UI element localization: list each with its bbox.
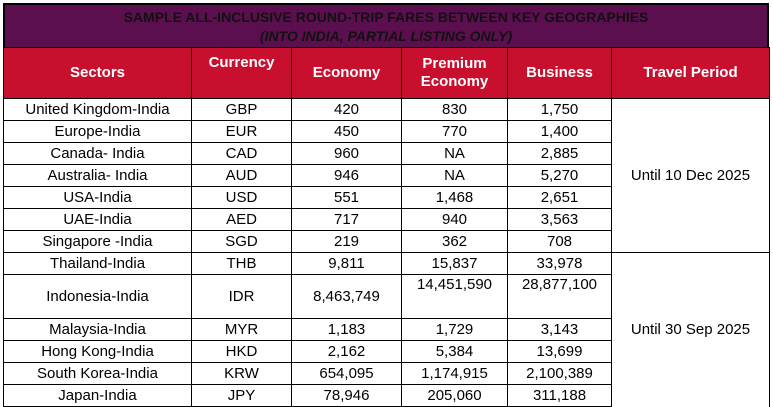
cell-economy: 551	[291, 186, 402, 209]
cell-business: 33,978	[507, 252, 612, 275]
cell-sector: Hong Kong-India	[3, 340, 192, 363]
cell-economy: 717	[291, 208, 402, 231]
cell-sector: Canada- India	[3, 142, 192, 165]
cell-sector: Japan-India	[3, 384, 192, 407]
cell-premium: 14,451,590	[401, 274, 508, 319]
cell-premium: 15,837	[401, 252, 508, 275]
fares-table: Sectors Currency Economy Premium Economy…	[3, 47, 770, 407]
cell-economy: 960	[291, 142, 402, 165]
table-row: Japan-India JPY 78,946 205,060 311,188	[3, 384, 770, 407]
cell-economy: 219	[291, 230, 402, 253]
cell-premium: 205,060	[401, 384, 508, 407]
cell-currency: EUR	[191, 120, 292, 143]
cell-business: 1,400	[507, 120, 612, 143]
cell-business: 708	[507, 230, 612, 253]
header-business: Business	[507, 47, 612, 99]
cell-currency: JPY	[191, 384, 292, 407]
cell-sector: United Kingdom-India	[3, 98, 192, 121]
cell-premium: NA	[401, 164, 508, 187]
cell-premium: NA	[401, 142, 508, 165]
header-economy: Economy	[291, 47, 402, 99]
header-sectors: Sectors	[3, 47, 192, 99]
cell-business: 13,699	[507, 340, 612, 363]
cell-business: 311,188	[507, 384, 612, 407]
cell-business: 2,651	[507, 186, 612, 209]
cell-currency: HKD	[191, 340, 292, 363]
cell-business: 2,100,389	[507, 362, 612, 385]
cell-sector: Malaysia-India	[3, 318, 192, 341]
cell-economy: 1,183	[291, 318, 402, 341]
fares-table-container: SAMPLE ALL-INCLUSIVE ROUND-TRIP FARES BE…	[3, 3, 770, 407]
cell-currency: THB	[191, 252, 292, 275]
header-currency: Currency	[191, 47, 292, 99]
cell-currency: USD	[191, 186, 292, 209]
header-premium-line1: Premium	[422, 55, 487, 72]
cell-currency: SGD	[191, 230, 292, 253]
cell-business: 3,563	[507, 208, 612, 231]
cell-sector: Australia- India	[3, 164, 192, 187]
table-row: USA-India USD 551 1,468 2,651	[3, 186, 770, 209]
table-row: Australia- India AUD 946 NA 5,270	[3, 164, 770, 187]
cell-economy: 420	[291, 98, 402, 121]
cell-currency: AED	[191, 208, 292, 231]
cell-premium: 940	[401, 208, 508, 231]
cell-currency: MYR	[191, 318, 292, 341]
cell-premium: 1,174,915	[401, 362, 508, 385]
cell-sector: South Korea-India	[3, 362, 192, 385]
cell-currency: AUD	[191, 164, 292, 187]
table-row: South Korea-India KRW 654,095 1,174,915 …	[3, 362, 770, 385]
cell-business: 5,270	[507, 164, 612, 187]
table-banner: SAMPLE ALL-INCLUSIVE ROUND-TRIP FARES BE…	[3, 3, 769, 47]
cell-sector: UAE-India	[3, 208, 192, 231]
cell-economy: 450	[291, 120, 402, 143]
cell-travel-period: Until 30 Sep 2025	[611, 252, 770, 407]
header-premium-line2: Economy	[420, 73, 489, 90]
cell-business: 1,750	[507, 98, 612, 121]
cell-economy: 946	[291, 164, 402, 187]
cell-currency: IDR	[191, 274, 292, 319]
cell-sector: Thailand-India	[3, 252, 192, 275]
table-row: United Kingdom-India GBP 420 830 1,750 U…	[3, 98, 770, 253]
cell-economy: 2,162	[291, 340, 402, 363]
cell-currency: GBP	[191, 98, 292, 121]
table-row: Thailand-India THB 9,811 15,837 33,978 U…	[3, 252, 770, 407]
cell-currency: KRW	[191, 362, 292, 385]
cell-sector: Indonesia-India	[3, 274, 192, 319]
cell-business: 28,877,100	[507, 274, 612, 319]
table-row: Hong Kong-India HKD 2,162 5,384 13,699	[3, 340, 770, 363]
cell-sector: Singapore -India	[3, 230, 192, 253]
cell-business: 2,885	[507, 142, 612, 165]
cell-sector: Europe-India	[3, 120, 192, 143]
header-row: Sectors Currency Economy Premium Economy…	[3, 47, 770, 99]
cell-premium: 1,729	[401, 318, 508, 341]
cell-premium: 830	[401, 98, 508, 121]
cell-economy: 9,811	[291, 252, 402, 275]
header-travel-period: Travel Period	[611, 47, 770, 99]
banner-subtitle: (INTO INDIA, PARTIAL LISTING ONLY)	[259, 28, 513, 44]
cell-economy: 654,095	[291, 362, 402, 385]
cell-premium: 362	[401, 230, 508, 253]
cell-economy: 78,946	[291, 384, 402, 407]
header-premium-economy: Premium Economy	[401, 47, 508, 99]
banner-title: SAMPLE ALL-INCLUSIVE ROUND-TRIP FARES BE…	[123, 9, 649, 25]
table-row: Europe-India EUR 450 770 1,400	[3, 120, 770, 143]
cell-economy: 8,463,749	[291, 274, 402, 319]
cell-currency: CAD	[191, 142, 292, 165]
table-row: UAE-India AED 717 940 3,563	[3, 208, 770, 231]
cell-premium: 770	[401, 120, 508, 143]
cell-premium: 1,468	[401, 186, 508, 209]
cell-travel-period: Until 10 Dec 2025	[611, 98, 770, 253]
cell-sector: USA-India	[3, 186, 192, 209]
cell-premium: 5,384	[401, 340, 508, 363]
cell-business: 3,143	[507, 318, 612, 341]
